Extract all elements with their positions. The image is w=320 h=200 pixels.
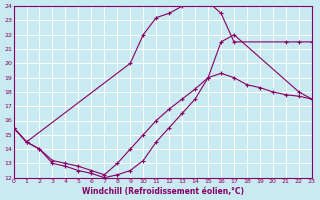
X-axis label: Windchill (Refroidissement éolien,°C): Windchill (Refroidissement éolien,°C) [82, 187, 244, 196]
